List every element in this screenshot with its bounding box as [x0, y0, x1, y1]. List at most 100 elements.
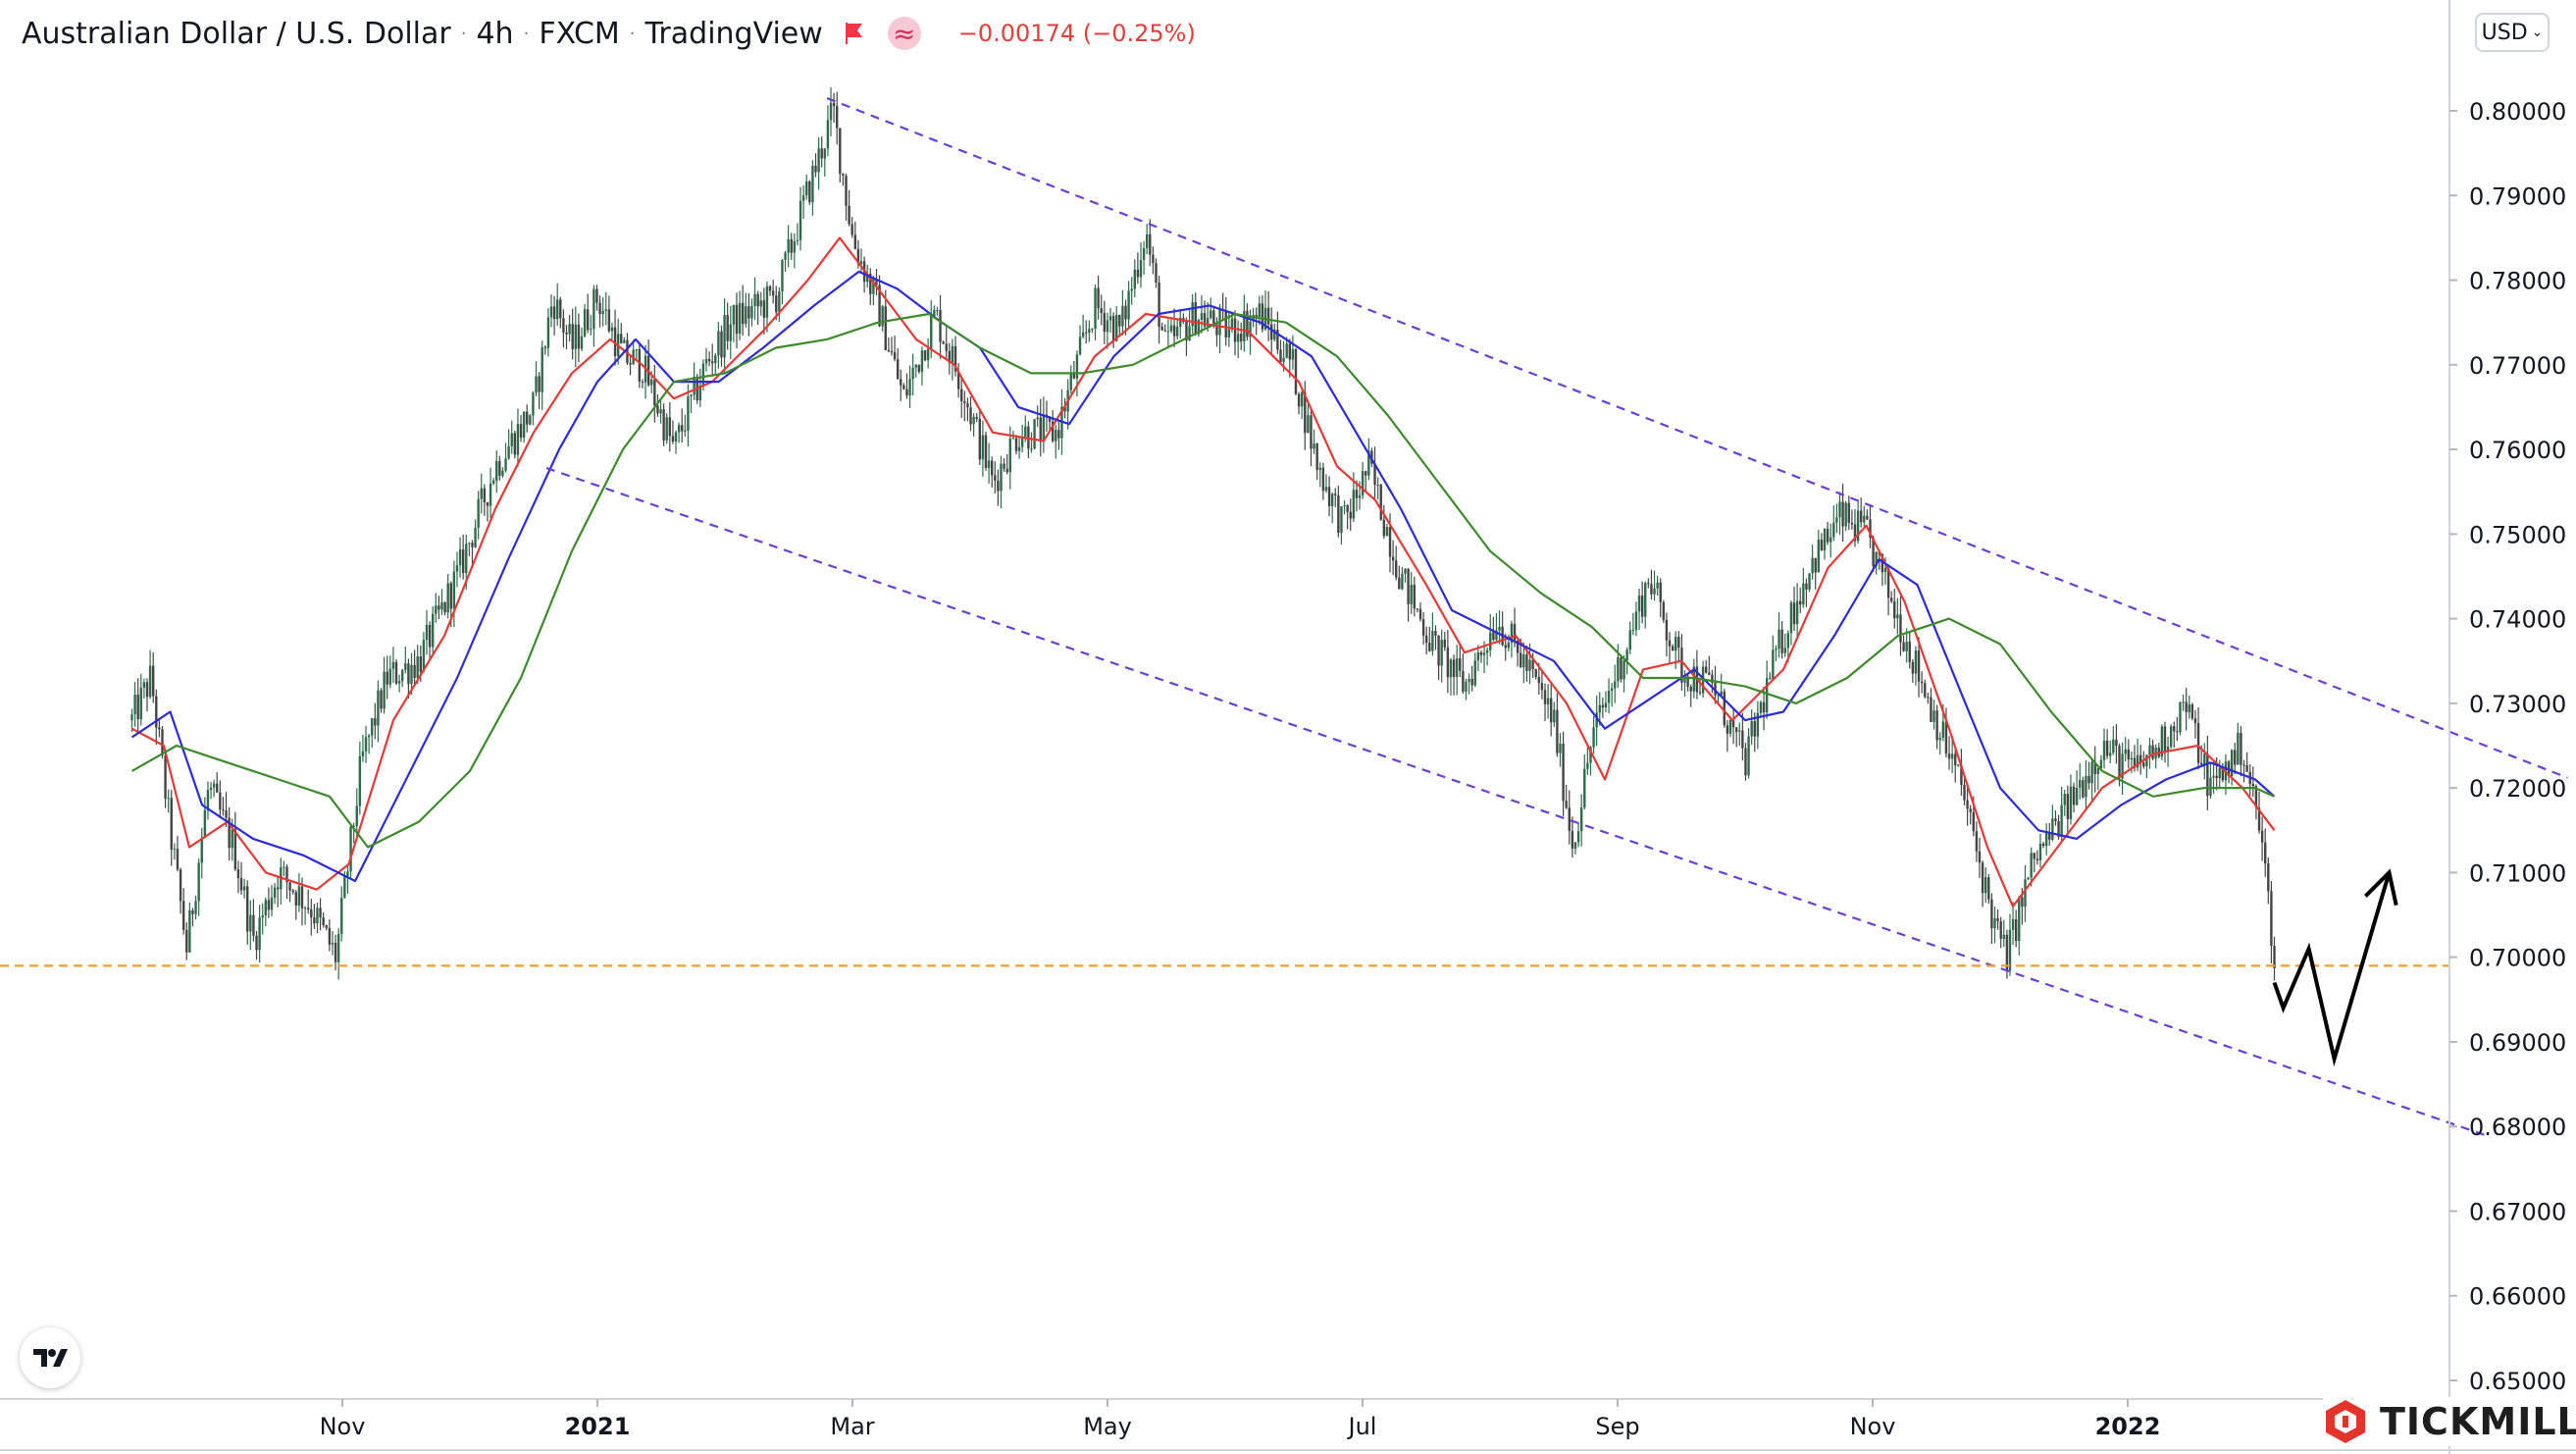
indicator-icon[interactable]: ≈ — [887, 17, 921, 50]
candle-body — [325, 924, 328, 928]
candle-body — [2024, 879, 2027, 908]
y-tick-label: 0.67000 — [2469, 1198, 2566, 1225]
candle-body — [2051, 818, 2054, 840]
candle-body — [170, 798, 173, 851]
candle-body — [1246, 310, 1249, 338]
candle-body — [480, 488, 483, 499]
candle-body — [2173, 726, 2176, 732]
candle-body — [994, 475, 997, 481]
candle-body — [638, 349, 642, 383]
candle-body — [1640, 596, 1644, 617]
candle-body — [1753, 721, 1756, 737]
candle-body — [438, 605, 440, 610]
candle-body — [811, 165, 814, 203]
candle-body — [1358, 494, 1362, 498]
candle-body — [1270, 324, 1273, 340]
candle-body — [386, 671, 388, 685]
candle-body — [1717, 695, 1720, 697]
interval-label[interactable]: 4h — [476, 16, 514, 51]
candle-body — [1634, 611, 1638, 631]
projection-arrowhead — [2364, 868, 2398, 907]
candle-body — [1908, 642, 1911, 662]
tradingview-mark — [33, 1349, 68, 1367]
candle-body — [1100, 308, 1103, 313]
candle-body — [1644, 583, 1647, 617]
candle-body — [449, 583, 452, 609]
candle-body — [343, 876, 346, 899]
candle-body — [361, 751, 365, 756]
candle-body — [2212, 775, 2215, 778]
candle-body — [1863, 515, 1866, 523]
candle-body — [1424, 635, 1428, 644]
candle-body — [336, 933, 340, 962]
candle-body — [2002, 934, 2005, 939]
candle-body — [1152, 254, 1155, 264]
candle-body — [1762, 701, 1766, 713]
candle-body — [665, 417, 668, 441]
candle-body — [939, 310, 942, 342]
candle-body — [583, 309, 587, 337]
candle-body — [209, 787, 213, 791]
symbol-name[interactable]: Australian Dollar / U.S. Dollar — [22, 16, 451, 51]
candle-body — [1188, 326, 1191, 341]
candle-body — [2267, 863, 2270, 892]
candle-body — [1866, 515, 1869, 520]
currency-select[interactable]: USD ⌄ — [2475, 13, 2550, 52]
candle-body — [1410, 584, 1413, 604]
candle-body — [1179, 317, 1182, 328]
candle-body — [1304, 391, 1307, 434]
candle-body — [905, 389, 908, 396]
candle-body — [1310, 415, 1313, 449]
candle-body — [1388, 527, 1392, 557]
projection-path[interactable] — [2272, 871, 2392, 1067]
candle-body — [276, 887, 280, 890]
channel-lower-line[interactable] — [545, 467, 2486, 1136]
candle-body — [2069, 786, 2073, 819]
x-tick-label: May — [1083, 1413, 1132, 1440]
candle-body — [2218, 767, 2221, 779]
tradingview-logo-icon[interactable] — [20, 1327, 80, 1388]
candle-body — [2099, 759, 2103, 769]
candle-body — [796, 239, 799, 241]
candle-body — [1000, 463, 1003, 492]
candle-body — [377, 690, 380, 726]
candle-body — [1315, 443, 1318, 470]
candle-body — [1321, 467, 1325, 492]
candle-body — [1972, 811, 1976, 832]
candle-body — [1327, 487, 1331, 507]
candle-body — [926, 348, 930, 361]
flag-icon[interactable] — [845, 22, 864, 45]
candle-body — [2151, 745, 2154, 759]
candle-body — [1258, 303, 1262, 318]
candle-body — [1078, 337, 1082, 355]
candle-body — [590, 329, 592, 331]
candle-body — [1589, 747, 1592, 763]
candle-body — [586, 309, 590, 331]
candle-body — [701, 363, 705, 386]
candle-body — [1200, 313, 1204, 321]
candle-body — [1139, 259, 1143, 278]
candle-body — [231, 829, 233, 849]
candle-body — [1149, 234, 1152, 255]
candle-body — [987, 460, 991, 469]
candle-body — [371, 718, 374, 736]
source-label: FXCM — [539, 16, 620, 51]
candle-body — [1042, 414, 1046, 442]
candle-body — [580, 336, 584, 349]
candle-body — [1656, 582, 1659, 589]
candle-body — [601, 310, 604, 315]
candle-body — [322, 917, 325, 925]
candle-body — [1334, 493, 1337, 495]
candle-body — [233, 829, 237, 870]
candle-body — [1036, 417, 1039, 420]
candle-body — [1814, 557, 1817, 573]
candle-body — [917, 364, 921, 372]
candle-body — [1750, 721, 1753, 737]
candle-body — [790, 238, 793, 253]
channel-upper-line[interactable] — [826, 97, 2568, 779]
candle-body — [1492, 632, 1495, 641]
candle-body — [896, 359, 900, 380]
candle-body — [2182, 701, 2185, 703]
candle-body — [1607, 691, 1611, 703]
